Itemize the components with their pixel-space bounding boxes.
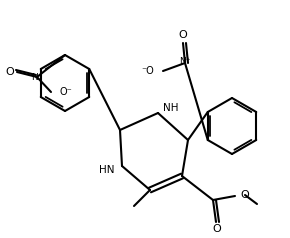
Text: O⁻: O⁻: [59, 87, 72, 97]
Text: O: O: [240, 190, 249, 200]
Text: O: O: [213, 224, 221, 234]
Text: N⁺: N⁺: [31, 73, 43, 81]
Text: N⁺: N⁺: [179, 56, 191, 65]
Text: HN: HN: [99, 165, 114, 175]
Text: ⁻O: ⁻O: [141, 66, 154, 76]
Text: O: O: [179, 30, 187, 40]
Text: NH: NH: [163, 103, 179, 113]
Text: O: O: [6, 67, 14, 77]
